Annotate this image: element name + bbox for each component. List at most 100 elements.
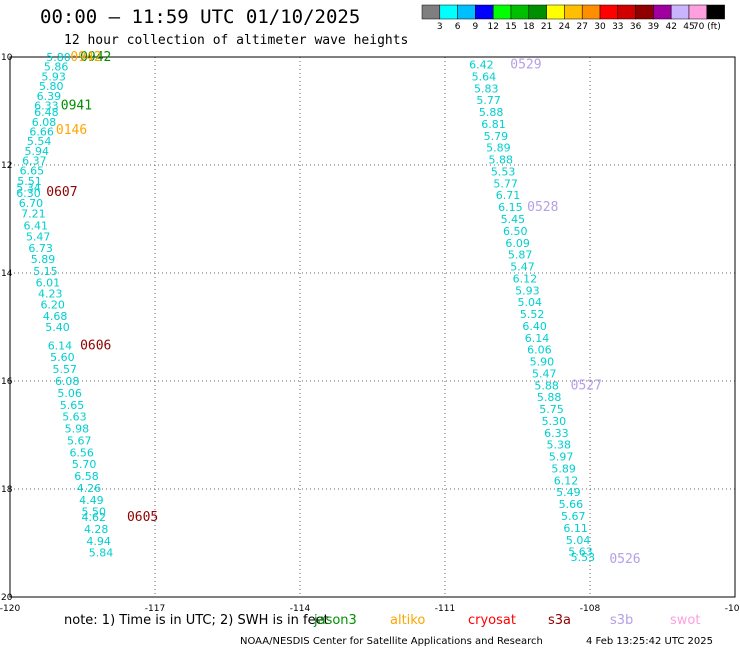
wave-height-label: 5.93 [515,284,540,297]
map-title: 00:00 – 11:59 UTC 01/10/2025 [40,6,361,28]
scale-swatch [528,4,547,20]
wave-height-label: 5.70 [72,458,97,471]
x-tick-label: -105 [725,604,740,614]
pass-time-label: 0605 [127,510,158,525]
wave-height-label: 6.73 [28,242,53,255]
wave-height-label: 6.40 [522,320,547,333]
mission-altiko: altiko [390,613,426,628]
wave-height-label: 5.86 [44,61,68,74]
pass-time-label: 0529 [510,58,541,73]
wave-height-label: 5.84 [89,547,114,560]
pass-time-label: 0527 [571,378,602,393]
credit-line: NOAA/NESDIS Center for Satellite Applica… [240,636,543,647]
wave-height-label: 5.80 [39,80,64,93]
scale-label: 42 [665,22,676,32]
wave-height-label: 4.23 [38,288,63,301]
y-tick-label: 18 [1,485,13,495]
y-tick-label: 10 [1,53,13,63]
wave-height-label: 4.68 [43,310,68,323]
wave-height-label: 5.47 [532,367,557,380]
wave-height-label: 6.06 [527,344,552,357]
mission-jason3: jason3 [314,613,357,628]
wave-height-label: 6.01 [36,277,61,290]
mission-s3b: s3b [610,613,634,628]
wave-height-label: 5.94 [25,145,50,158]
wave-height-label: 5.57 [53,363,78,376]
wave-height-label: 5.79 [484,130,509,143]
wave-height-label: 6.14 [525,332,550,345]
wave-height-label: 5.67 [67,434,92,447]
wave-height-label: 5.87 [508,249,533,262]
wave-height-label: 6.08 [55,375,79,388]
wave-height-label: 5.50 [82,506,107,519]
x-tick-label: -111 [435,604,455,614]
wave-height-label: 5.90 [530,356,555,369]
wave-height-label: 6.09 [505,237,529,250]
pass-time-label: 0942 [80,50,111,65]
wave-height-label: 5.89 [551,462,576,475]
plot-frame [9,56,736,598]
scale-swatch [653,4,672,20]
wave-height-label: 6.15 [498,201,522,214]
wave-height-label: 5.52 [520,308,545,321]
wave-height-label: 6.20 [40,298,64,311]
wave-height-label: 5.88 [534,379,559,392]
scale-swatch [439,4,458,20]
wave-height-label: 5.51 [17,175,42,188]
wave-height-label: 5.77 [493,177,518,190]
wave-height-label: 6.58 [74,470,99,483]
wave-height-label: 5.63 [568,546,593,559]
wave-height-label: 6.71 [496,189,521,202]
pass-time-label: 0528 [527,200,558,215]
wave-height-label: 5.06 [57,387,82,400]
footer-note: note: 1) Time is in UTC; 2) SWH is in fe… [64,613,329,628]
wave-height-label: 5.67 [561,510,586,523]
wave-height-label: 5.15 [33,265,58,278]
mission-swot: swot [670,613,701,628]
wave-height-label: 5.34 [16,182,41,195]
scale-label: 24 [559,22,571,32]
y-tick-label: 16 [1,377,13,387]
wave-height-label: 5.88 [537,391,562,404]
scale-label: 33 [612,22,623,32]
scale-label: 18 [523,22,535,32]
wave-height-label: 6.50 [503,225,528,238]
wave-height-label: 5.97 [549,451,574,464]
wave-height-label: 5.54 [27,135,51,148]
pass-time-label: 0942 [70,50,101,65]
mission-s3a: s3a [548,613,572,628]
pass-time-label: 0146 [56,123,87,138]
scale-label: 3 [437,22,443,32]
mission-cryosat: cryosat [468,613,516,628]
scale-label: 45 [683,22,694,32]
wave-height-label: 5.80 [46,51,71,64]
scale-label: 30 [594,22,606,32]
wave-height-label: 5.38 [547,439,572,452]
wave-height-label: 6.42 [469,59,494,72]
x-tick-label: -108 [580,604,601,614]
wave-height-label: 5.65 [60,399,85,412]
y-tick-label: 12 [1,161,12,171]
scale-swatch [670,4,690,20]
scale-label: 15 [505,22,516,32]
wave-height-label: 5.47 [26,230,51,243]
wave-height-label: 6.37 [22,155,47,168]
wave-height-label: 6.56 [69,446,94,459]
wave-height-label: 4.94 [86,535,111,548]
x-tick-label: -120 [0,604,20,614]
wave-height-label: 6.33 [544,427,569,440]
wave-height-label: 4.49 [79,494,104,507]
scale-label: 36 [630,22,642,32]
wave-height-label: 5.89 [486,142,511,155]
wave-height-label: 5.98 [65,423,90,436]
wave-height-label: 6.30 [16,187,41,200]
scale-label: 27 [576,22,587,32]
wave-height-label: 5.64 [472,70,497,83]
wave-height-label: 6.66 [29,126,54,139]
scale-label: 21 [541,22,552,32]
wave-height-label: 5.63 [62,411,86,424]
wave-height-label: 6.33 [34,100,59,113]
wave-height-label: 5.88 [489,154,514,167]
scale-swatch [421,4,441,20]
